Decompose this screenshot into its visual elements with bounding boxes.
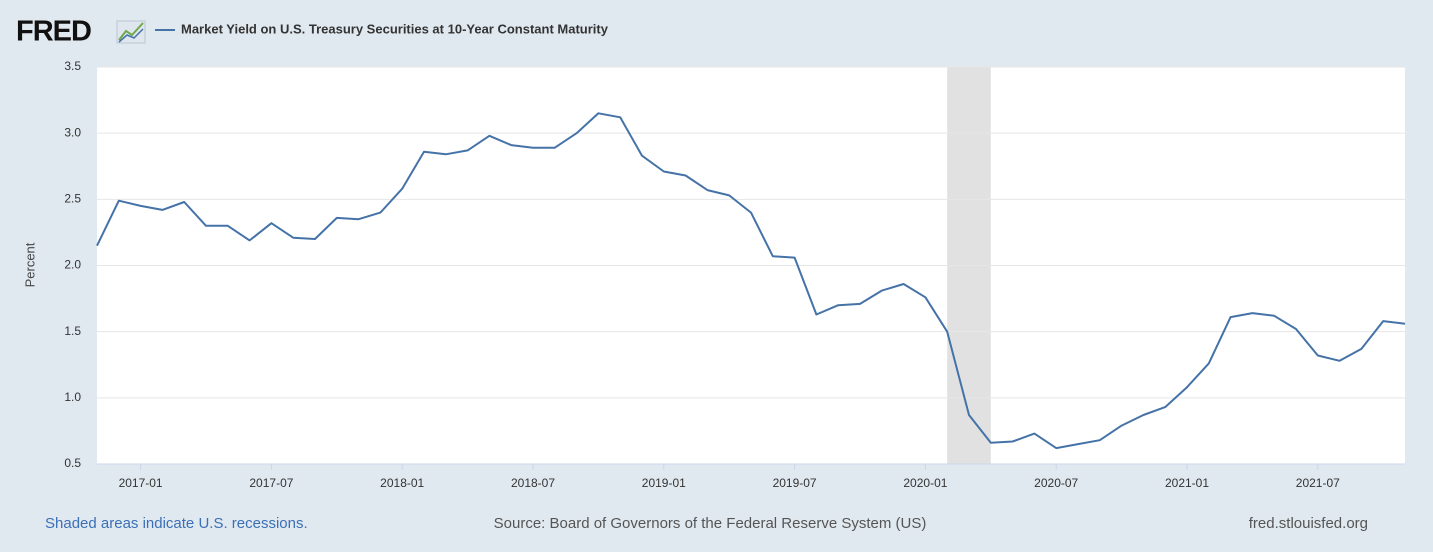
y-tick-label: 1.5: [64, 324, 81, 338]
y-tick-label: 1.0: [64, 390, 81, 404]
logo: FRED: [16, 16, 91, 48]
x-tick-label: 2020-07: [1034, 476, 1078, 490]
x-tick-label: 2021-01: [1165, 476, 1209, 490]
y-axis-label: Percent: [22, 242, 37, 287]
logo-icon: [116, 20, 146, 44]
y-tick-label: 2.0: [64, 258, 81, 272]
data-line: [96, 112, 1406, 450]
y-tick-label: 2.5: [64, 192, 81, 206]
x-tick-label: 2017-07: [249, 476, 293, 490]
y-tick-label: 3.5: [64, 59, 81, 73]
x-tick-label: 2019-01: [642, 476, 686, 490]
y-tick-label: 0.5: [64, 456, 81, 470]
x-tick-label: 2020-01: [903, 476, 947, 490]
x-tick-label: 2018-01: [380, 476, 424, 490]
y-tick-label: 3.0: [64, 125, 81, 139]
source: Source: Board of Governors of the Federa…: [494, 515, 927, 532]
x-tick-label: 2021-07: [1296, 476, 1340, 490]
legend-label: Market Yield on U.S. Treasury Securities…: [181, 21, 609, 36]
x-tick-label: 2018-07: [511, 476, 555, 490]
recession-note: Shaded areas indicate U.S. recessions.: [45, 515, 308, 532]
x-tick-label: 2019-07: [773, 476, 817, 490]
site: fred.stlouisfed.org: [1249, 515, 1368, 532]
x-tick-label: 2017-01: [119, 476, 163, 490]
